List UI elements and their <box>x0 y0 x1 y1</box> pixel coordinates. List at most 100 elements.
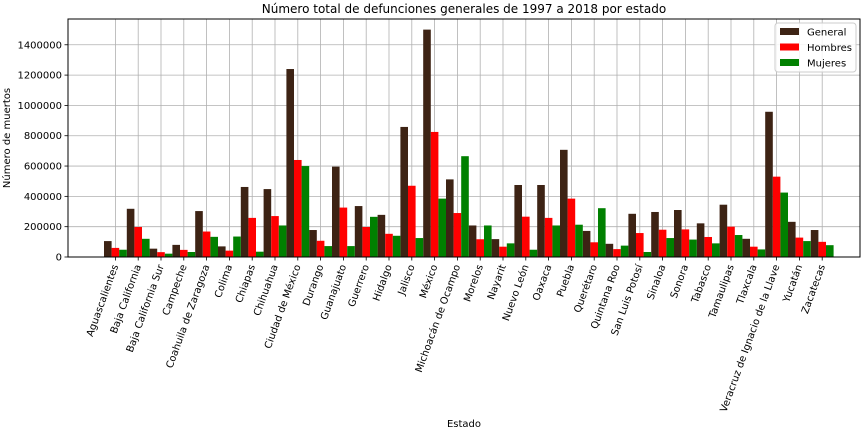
legend-label: General <box>807 28 846 39</box>
bar-mujeres <box>598 208 606 257</box>
bar-mujeres <box>164 253 173 257</box>
bar-hombres <box>385 233 393 257</box>
bar-mujeres <box>712 243 720 257</box>
bar-hombres <box>202 231 211 257</box>
bar-general <box>126 208 135 257</box>
bar-hombres <box>567 198 576 257</box>
bar-mujeres <box>734 235 743 257</box>
bar-hombres <box>772 176 781 257</box>
bar-mujeres <box>119 249 127 257</box>
bar-mujeres <box>780 192 788 257</box>
bar-mujeres <box>187 251 196 257</box>
bar-general <box>651 211 659 257</box>
bar-general <box>263 189 272 257</box>
y-tick-label: 1200000 <box>17 71 62 82</box>
bar-general <box>810 230 819 257</box>
bar-hombres <box>248 217 256 257</box>
bar-hombres <box>294 159 302 257</box>
bar-general <box>195 211 203 257</box>
bar-general <box>742 238 750 257</box>
y-tick-label: 600000 <box>24 162 62 173</box>
y-tick-label: 200000 <box>24 222 62 233</box>
bar-mujeres <box>826 245 834 257</box>
bar-general <box>423 29 431 257</box>
bar-hombres <box>316 240 325 257</box>
bar-hombres <box>818 241 826 257</box>
bar-hombres <box>225 250 234 257</box>
bar-hombres <box>157 252 165 257</box>
y-axis-ticks: 0 200000 400000 600000 800000 1000000 1200000 1… <box>17 40 68 264</box>
bar-hombres <box>522 216 530 257</box>
y-tick-label: 1000000 <box>17 101 62 112</box>
bar-general <box>104 241 112 257</box>
legend: General Hombres Mujeres <box>774 22 857 73</box>
plot-frame <box>67 18 861 258</box>
bar-mujeres <box>461 156 469 257</box>
bar-general <box>240 186 249 257</box>
bar-general <box>400 126 408 257</box>
legend-swatch <box>780 28 799 35</box>
bar-hombres <box>681 229 690 257</box>
bar-hombres <box>362 226 370 257</box>
bar-hombres <box>590 242 598 257</box>
bar-general <box>628 213 636 257</box>
bar-hombres <box>704 236 712 257</box>
bar-general <box>309 230 317 257</box>
bar-mujeres <box>803 241 811 257</box>
bar-hombres <box>795 237 804 257</box>
bar-mujeres <box>256 251 264 257</box>
bar-mujeres <box>484 225 492 257</box>
bar-general <box>172 244 180 257</box>
bar-general <box>719 204 728 257</box>
bar-hombres <box>134 226 142 257</box>
bar-mujeres <box>392 235 401 257</box>
bar-general <box>560 149 568 257</box>
bar-hombres <box>499 246 507 257</box>
bar-general <box>605 243 614 257</box>
bar-mujeres <box>620 245 629 257</box>
bar-general <box>286 69 294 257</box>
bar-hombres <box>476 239 484 257</box>
y-tick-label: 800000 <box>24 131 62 142</box>
bar-general <box>765 111 773 257</box>
legend-label: Mujeres <box>807 59 846 70</box>
bar-general <box>491 239 500 257</box>
bar-general <box>537 184 545 257</box>
bar-mujeres <box>210 236 218 257</box>
bar-mujeres <box>415 238 424 257</box>
bar-mujeres <box>324 246 332 257</box>
bar-general <box>149 248 158 257</box>
bar-mujeres <box>438 198 446 257</box>
bar-mujeres <box>233 236 241 257</box>
bar-general <box>446 179 454 257</box>
bar-general <box>514 184 522 257</box>
bar-general <box>218 246 226 257</box>
bar-mujeres <box>529 249 538 257</box>
bar-hombres <box>636 233 644 257</box>
bar-general <box>468 225 477 257</box>
bar-mujeres <box>506 243 515 257</box>
bar-mujeres <box>757 249 766 257</box>
bar-mujeres <box>347 246 355 257</box>
bar-general <box>788 221 796 257</box>
bar-general <box>582 230 591 257</box>
grid-lines <box>68 19 860 258</box>
bar-hombres <box>271 216 279 257</box>
bar-mujeres <box>689 239 697 257</box>
bar-hombres <box>339 207 348 257</box>
bars-group <box>104 29 834 257</box>
y-tick-label: 400000 <box>24 192 62 203</box>
bar-hombres <box>111 247 120 257</box>
x-axis-label: Estado <box>447 419 481 430</box>
chart-title: Número total de defunciones generales de… <box>262 2 666 16</box>
bar-general <box>332 166 340 257</box>
bar-mujeres <box>666 238 674 257</box>
bar-hombres <box>180 249 188 257</box>
y-axis-label: Número de muertos <box>1 88 13 188</box>
bar-mujeres <box>301 166 310 257</box>
bar-mujeres <box>552 225 560 257</box>
bar-general <box>696 223 705 257</box>
bar-general <box>377 214 386 257</box>
